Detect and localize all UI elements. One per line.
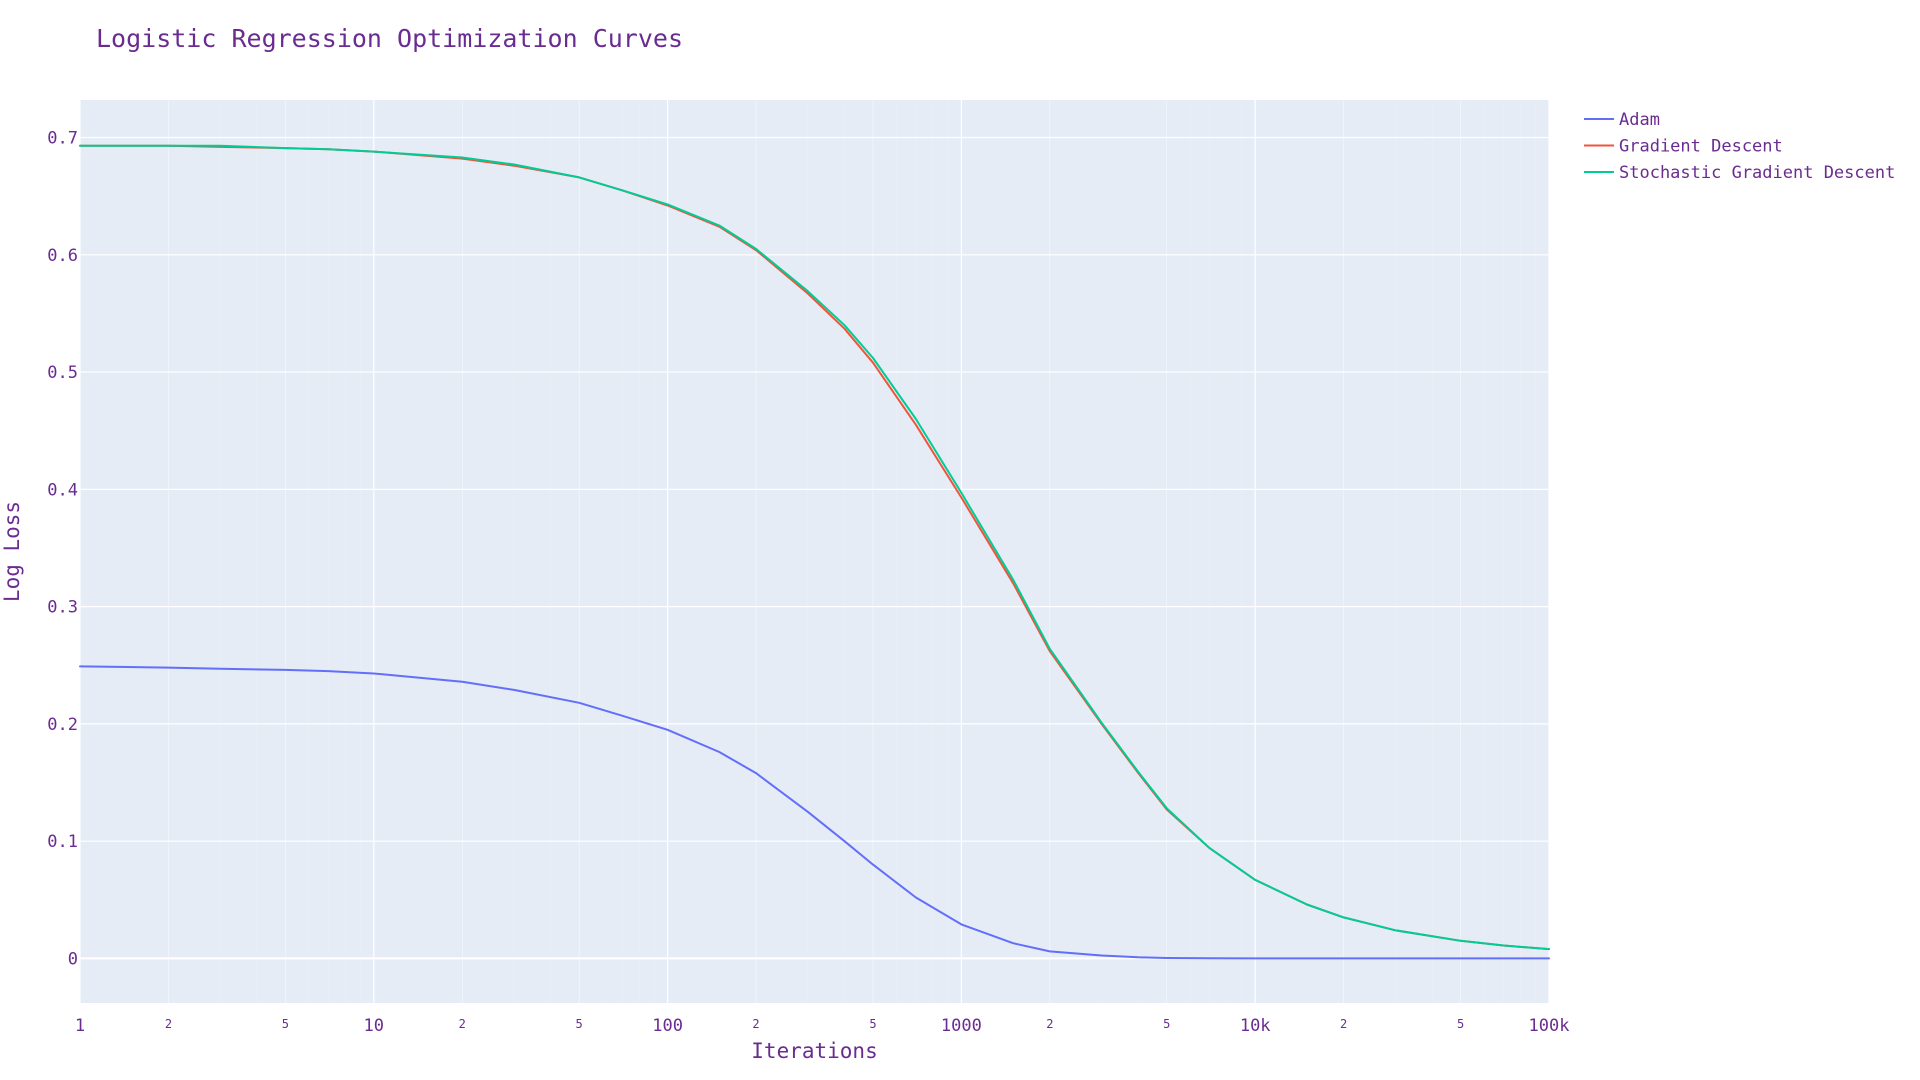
- chart-title: Logistic Regression Optimization Curves: [96, 24, 683, 53]
- x-tick-label: 10k: [1240, 1016, 1271, 1036]
- y-tick-label: 0.5: [47, 363, 78, 383]
- y-tick-label: 0.4: [47, 480, 78, 500]
- y-tick-label: 0.3: [47, 598, 78, 618]
- x-minor-tick-label: 2: [752, 1017, 759, 1031]
- series-line-stochastic-gradient-descent: [79, 144, 1550, 951]
- x-tick-label: 100: [652, 1016, 683, 1036]
- x-axis-title: Iterations: [751, 1039, 877, 1063]
- x-minor-tick-label: 5: [869, 1017, 876, 1031]
- tick-labels: 1 10 100 1000 10k 100k 2 5 2 5 2 5 2 5 2 5 0 0.1 0.2 0.3 0.4…: [47, 129, 1569, 1036]
- legend-label: Adam: [1619, 110, 1660, 130]
- y-axis-title: Log Loss: [0, 501, 24, 602]
- legend-label: Stochastic Gradient Descent: [1619, 163, 1895, 183]
- y-tick-label: 0.1: [47, 832, 78, 852]
- x-tick-label: 1: [75, 1016, 85, 1036]
- x-minor-tick-label: 2: [459, 1017, 466, 1031]
- x-minor-tick-label: 5: [282, 1017, 289, 1031]
- x-tick-label: 100k: [1529, 1016, 1570, 1036]
- plot-area: [80, 100, 1549, 1003]
- grid: [79, 100, 1550, 1003]
- x-minor-tick-label: 5: [576, 1017, 583, 1031]
- y-tick-label: 0.7: [47, 129, 78, 149]
- x-minor-tick-label: 5: [1163, 1017, 1170, 1031]
- legend-item[interactable]: Stochastic Gradient Descent: [1584, 163, 1895, 183]
- x-tick-label: 1000: [941, 1016, 982, 1036]
- legend[interactable]: Adam Gradient Descent Stochastic Gradient …: [1584, 110, 1895, 183]
- x-tick-label: 10: [364, 1016, 384, 1036]
- legend-item[interactable]: Gradient Descent: [1584, 137, 1783, 157]
- x-minor-tick-label: 2: [1340, 1017, 1347, 1031]
- y-tick-label: 0: [68, 949, 78, 969]
- y-tick-label: 0.2: [47, 715, 78, 735]
- x-minor-tick-label: 5: [1457, 1017, 1464, 1031]
- legend-label: Gradient Descent: [1619, 137, 1783, 157]
- x-minor-tick-label: 2: [1046, 1017, 1053, 1031]
- y-tick-label: 0.6: [47, 246, 78, 266]
- series-layer: [79, 144, 1550, 960]
- series-line-adam: [79, 665, 1550, 960]
- legend-item[interactable]: Adam: [1584, 110, 1660, 130]
- x-minor-tick-label: 2: [165, 1017, 172, 1031]
